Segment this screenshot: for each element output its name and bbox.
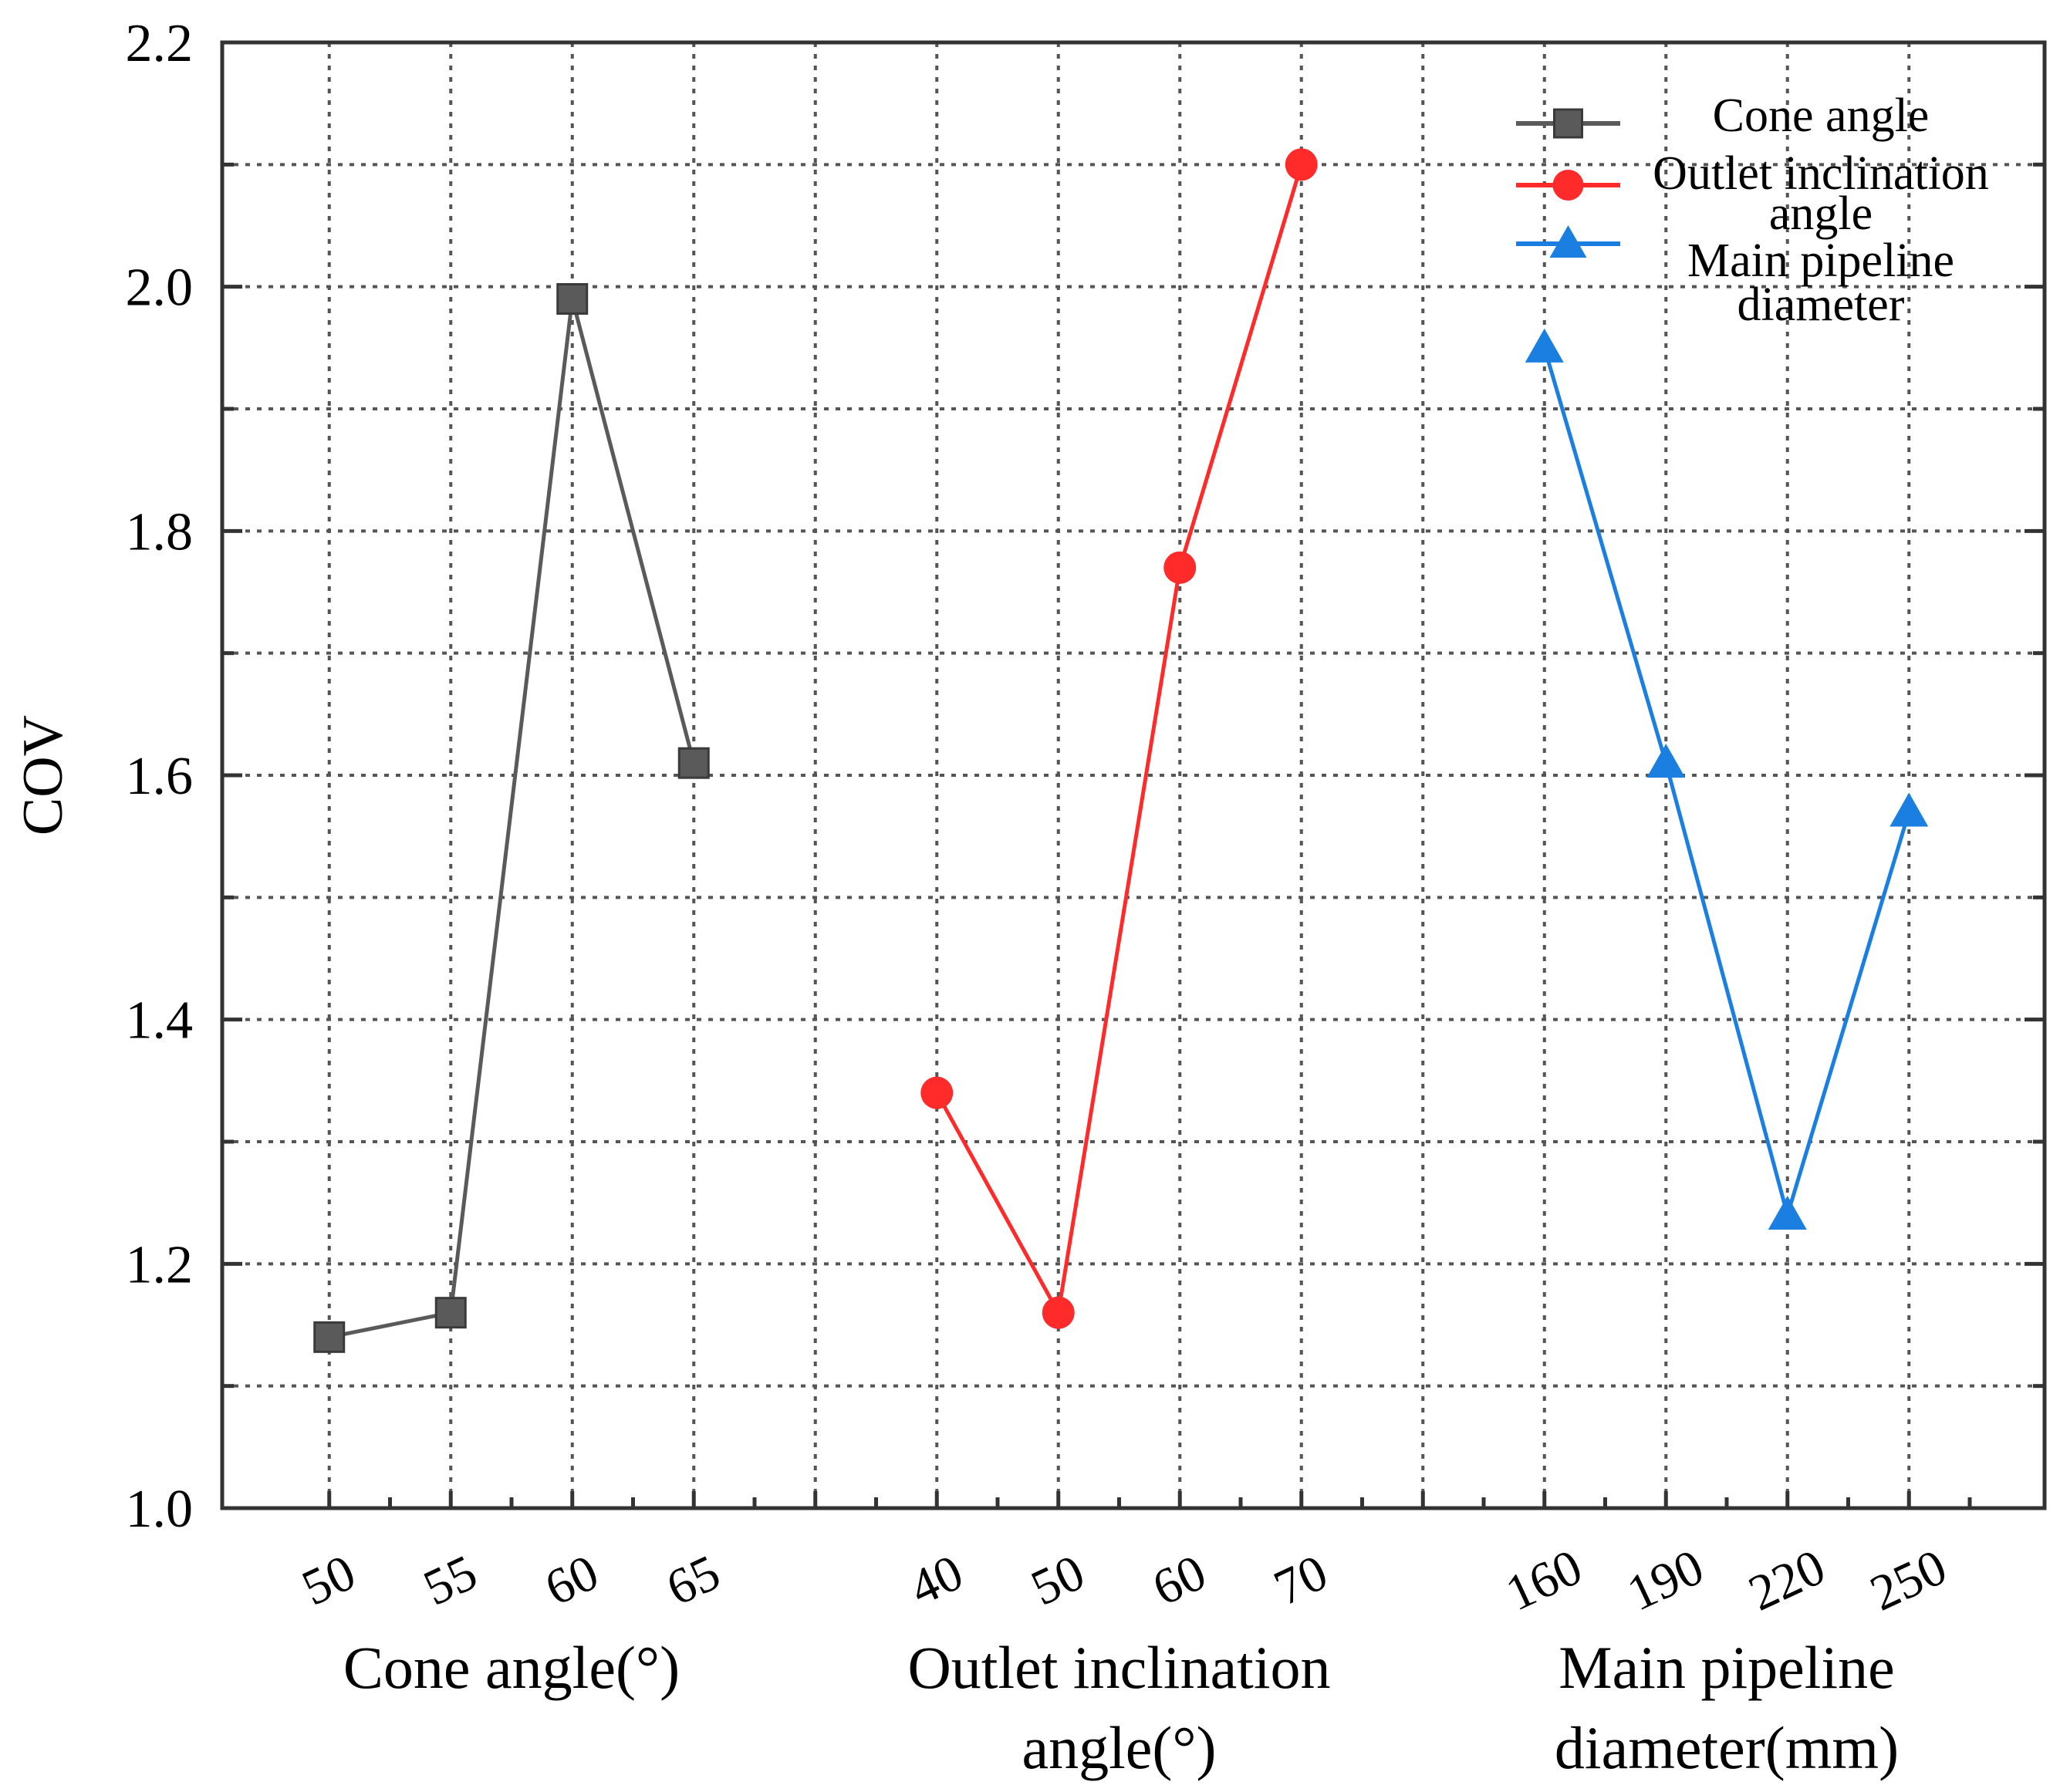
- y-tick-label: 1.2: [126, 1235, 194, 1294]
- y-tick-label: 1.4: [126, 991, 194, 1051]
- legend-label: angle: [1769, 187, 1873, 240]
- series-outlet-inclination-angle: [920, 148, 1318, 1329]
- data-point: [556, 283, 589, 315]
- x-tick-label: 50: [294, 1544, 364, 1617]
- legend-label: Main pipeline: [1687, 235, 1954, 287]
- x-tick-label: 40: [901, 1544, 971, 1617]
- y-axis-tick-labels: 1.0 1.2 1.4 1.6 1.8 2.0 2.2: [126, 14, 194, 1539]
- data-point: [1646, 744, 1686, 778]
- y-tick-label: 2.0: [126, 258, 194, 318]
- legend-label: diameter: [1737, 278, 1905, 331]
- series-layer: [313, 148, 1929, 1353]
- series-cone-angle: [313, 283, 710, 1353]
- data-point: [1285, 148, 1318, 181]
- legend-marker: [1552, 170, 1584, 201]
- series-line: [1542, 347, 1911, 1223]
- grid: [222, 42, 2045, 1508]
- x-axis-tick-labels: 50 55 60 65 40 50 60 70 160 190 220 250: [294, 1539, 1955, 1622]
- axis-ticks: [222, 40, 2045, 1510]
- data-point: [1042, 1296, 1075, 1329]
- legend-marker: [1549, 225, 1587, 258]
- legend-label: Cone angle: [1713, 89, 1930, 142]
- y-tick-label: 1.6: [126, 747, 194, 806]
- data-point: [677, 747, 710, 779]
- x-tick-label: 220: [1741, 1539, 1834, 1622]
- y-axis-label: COV: [12, 715, 75, 835]
- data-point: [1768, 1196, 1807, 1230]
- x-tick-label: 250: [1862, 1539, 1955, 1622]
- series-main-pipeline-diameter: [1525, 328, 1929, 1230]
- x-group-label: diameter(mm): [1555, 1714, 1899, 1781]
- data-point: [1525, 328, 1564, 363]
- x-tick-label: 70: [1266, 1544, 1336, 1617]
- data-point: [1163, 551, 1197, 584]
- series-line: [329, 298, 696, 1339]
- legend-label: Outlet inclination: [1653, 147, 1989, 200]
- y-tick-label: 2.2: [126, 14, 194, 73]
- data-point: [434, 1297, 467, 1329]
- x-group-label: Main pipeline: [1559, 1634, 1894, 1701]
- x-tick-label: 65: [658, 1544, 728, 1617]
- x-tick-label: 50: [1023, 1544, 1093, 1617]
- x-group-label: Outlet inclination: [907, 1634, 1330, 1701]
- x-axis-group-labels: Cone angle(°) Outlet inclination angle(°) M…: [343, 1634, 1899, 1781]
- x-group-label: angle(°): [1022, 1714, 1216, 1781]
- x-tick-label: 190: [1619, 1539, 1712, 1622]
- x-tick-label: 60: [537, 1544, 607, 1617]
- x-tick-label: 60: [1144, 1544, 1214, 1617]
- legend-marker: [1553, 108, 1583, 139]
- legend-item: Cone angle: [1516, 89, 1929, 142]
- x-tick-label: 160: [1498, 1539, 1591, 1622]
- data-point: [313, 1321, 346, 1353]
- y-tick-label: 1.0: [126, 1480, 194, 1539]
- y-tick-label: 1.8: [126, 502, 194, 562]
- x-group-label: Cone angle(°): [343, 1634, 680, 1701]
- data-point: [1889, 792, 1929, 827]
- data-point: [920, 1076, 954, 1109]
- x-tick-label: 55: [415, 1544, 485, 1617]
- series-line: [935, 164, 1304, 1319]
